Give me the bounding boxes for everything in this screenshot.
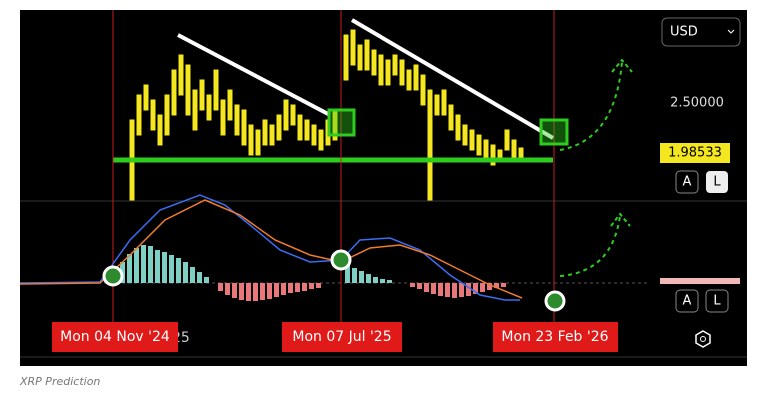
settings-icon-center — [700, 336, 706, 342]
indicator-value-box — [660, 278, 740, 284]
dropdown-caret — [727, 29, 735, 34]
arrow-head — [610, 212, 631, 227]
auto-button[interactable] — [675, 170, 699, 194]
signal-dot — [544, 290, 566, 312]
projection-arrow — [559, 215, 621, 277]
date-label: Mon 04 Nov '24 — [60, 329, 170, 345]
log-button[interactable] — [706, 171, 728, 193]
candles — [129, 29, 524, 201]
log-button[interactable] — [705, 289, 729, 313]
highlight-box — [327, 108, 356, 137]
caption: XRP Prediction — [19, 375, 100, 388]
highlight-box — [539, 118, 569, 146]
date-label: Mon 07 Jul '25 — [292, 329, 391, 345]
currency-label: USD — [670, 25, 698, 40]
histogram-negative — [218, 283, 506, 301]
auto-button[interactable] — [675, 289, 699, 313]
log-label: L — [713, 294, 721, 309]
currency-select[interactable] — [661, 17, 741, 47]
auto-label: A — [683, 175, 692, 190]
trend-line — [350, 18, 555, 140]
current-price: 1.98533 — [668, 146, 722, 161]
signal-line — [19, 199, 523, 299]
auto-label: A — [683, 294, 692, 309]
macd-line — [19, 194, 520, 301]
signal-dot — [330, 249, 352, 271]
trend-line — [177, 33, 331, 117]
price-level: 2.50000 — [670, 96, 724, 111]
date-box — [52, 322, 178, 352]
histogram-positive — [120, 245, 392, 283]
settings-icon[interactable] — [695, 330, 711, 348]
arrow-head — [611, 58, 633, 73]
log-label: L — [713, 175, 721, 190]
current-price-box — [660, 143, 730, 163]
date-label: Mon 23 Feb '26 — [501, 329, 608, 345]
signal-dot — [102, 265, 124, 287]
date-box — [282, 322, 402, 352]
projection-arrow — [559, 61, 623, 151]
date-box — [493, 322, 618, 352]
